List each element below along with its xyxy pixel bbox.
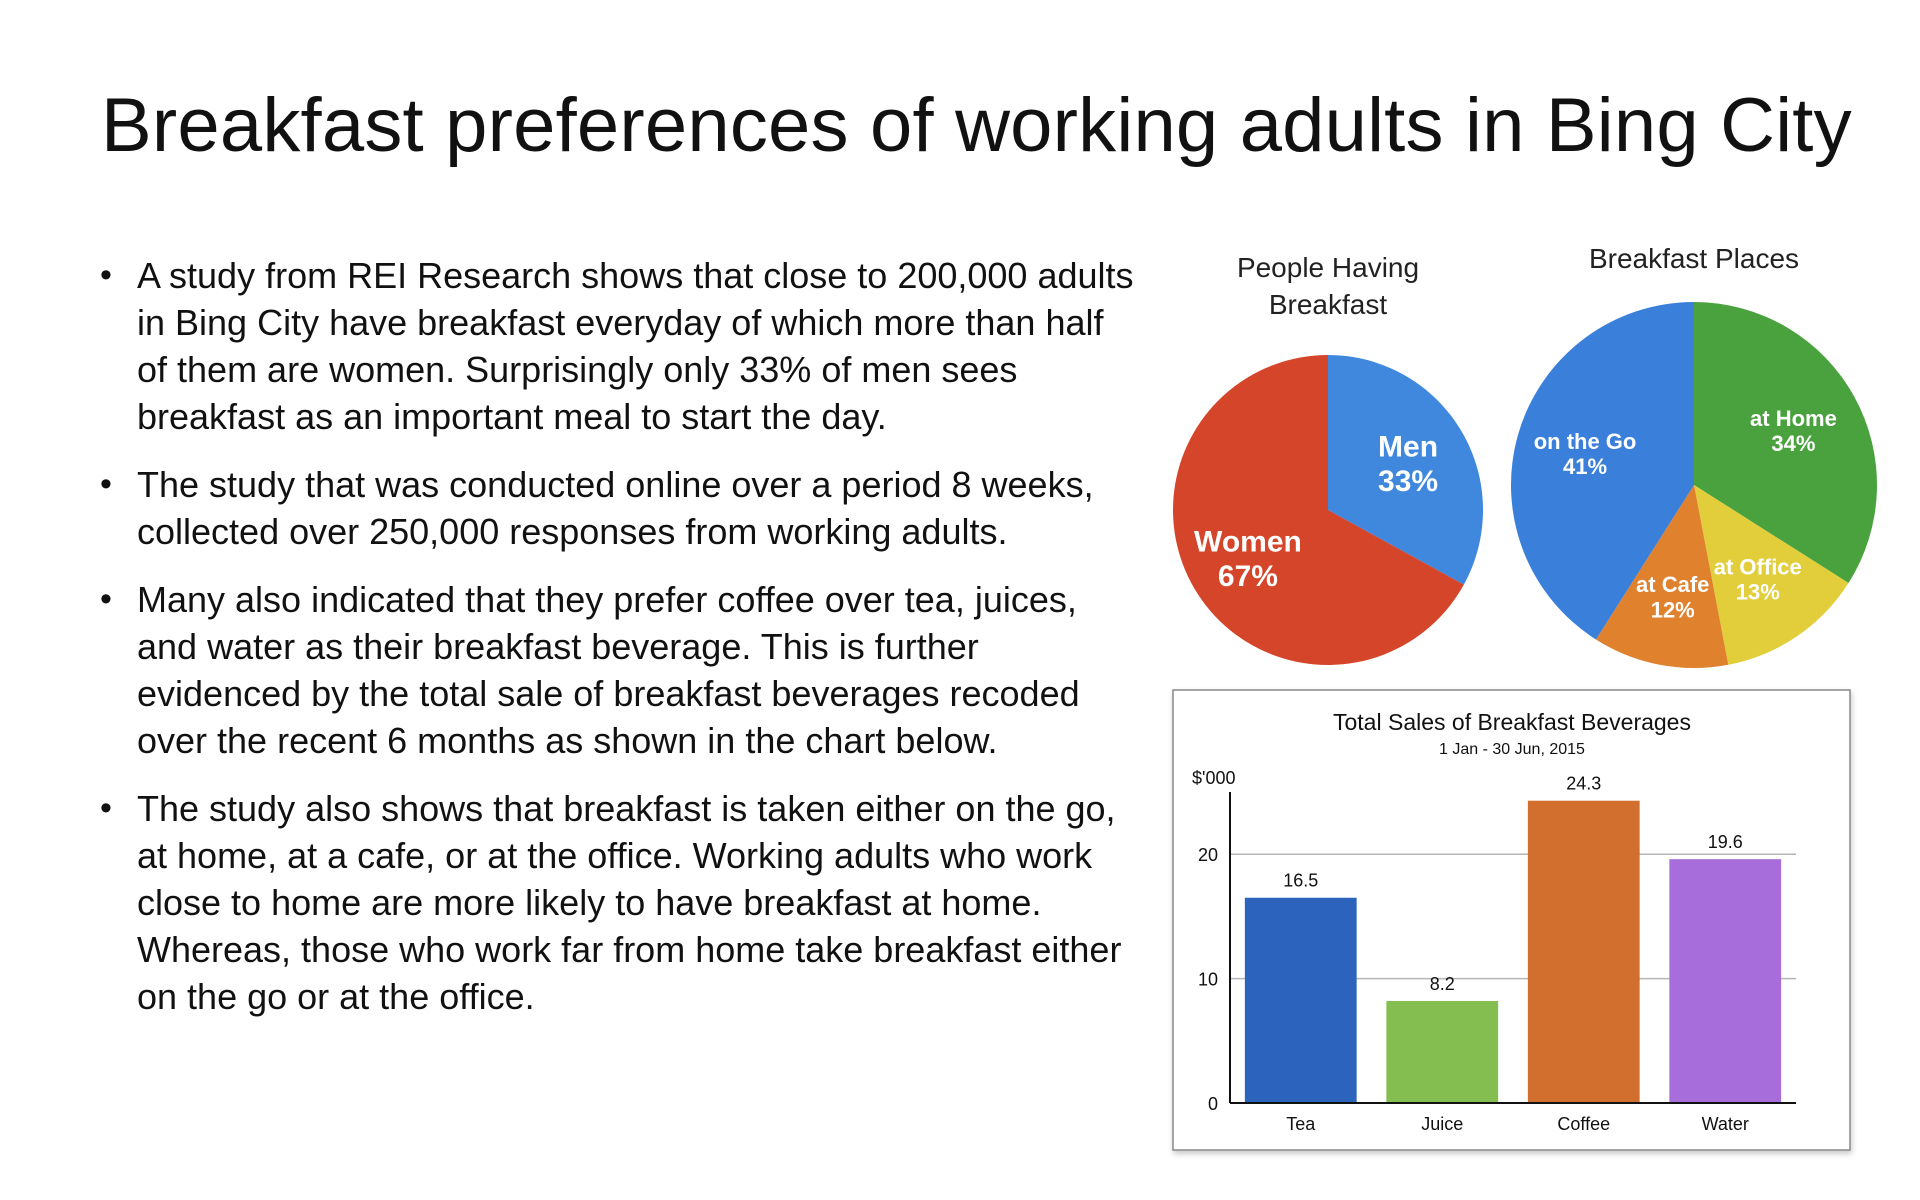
pie-label-on-the-go: on the Go [1534,429,1637,454]
bar-chart-subtitle: 1 Jan - 30 Jun, 2015 [1439,741,1585,758]
pie-label-women: Women [1194,525,1302,558]
bar-chart-beverages: Total Sales of Breakfast Beverages 1 Jan… [1172,689,1851,1151]
bullet-item-method: The study that was conducted online over… [100,461,1140,555]
bar-value-label-tea: 16.5 [1283,871,1318,891]
x-tick-label-water: Water [1702,1114,1749,1134]
bar-coffee [1527,800,1640,1103]
y-axis-unit-label: $'000 [1192,768,1235,788]
y-tick-label-10: 10 [1198,970,1218,990]
pie-value-men: 33% [1378,465,1438,498]
pie-slice-men [1328,355,1483,585]
pie-slice-women [1173,355,1464,666]
x-tick-label-tea: Tea [1286,1114,1316,1134]
bar-value-label-juice: 8.2 [1430,974,1455,994]
pie-slice-at-office [1694,485,1849,665]
y-tick-label-0: 0 [1208,1094,1218,1114]
pie-slice-on-the-go [1510,302,1694,640]
x-tick-label-coffee: Coffee [1557,1114,1610,1134]
slide-title: Breakfast preferences of working adults … [101,83,1852,168]
pie-value-at-office: 13% [1736,580,1780,605]
pie-label-at-home: at Home [1750,406,1837,431]
bar-chart-title: Total Sales of Breakfast Beverages [1333,709,1691,735]
pie-value-on-the-go: 41% [1563,454,1607,479]
pie-people-title-line-1: People Having [1237,252,1419,283]
pie-label-men: Men [1378,431,1438,464]
pie-slice-at-home [1694,302,1877,584]
pie-slice-at-cafe [1595,485,1729,668]
bullet-list: A study from REI Research shows that clo… [100,252,1140,1041]
bullet-item-beverages: Many also indicated that they prefer cof… [100,576,1140,764]
bar-water [1669,859,1782,1103]
x-tick-label-juice: Juice [1421,1114,1463,1134]
pie-label-at-cafe: at Cafe [1636,572,1709,597]
pie-value-at-cafe: 12% [1651,597,1695,622]
bullet-item-study: A study from REI Research shows that clo… [100,252,1140,440]
bar-value-label-coffee: 24.3 [1566,774,1601,794]
pie-places-title: Breakfast Places [1589,243,1799,274]
pie-label-at-office: at Office [1714,554,1802,579]
pie-value-at-home: 34% [1771,431,1815,456]
bar-tea [1244,897,1357,1103]
bar-juice [1386,1000,1499,1103]
pie-people-title-line-2: Breakfast [1269,289,1387,320]
bar-value-label-water: 19.6 [1708,832,1743,852]
y-tick-label-20: 20 [1198,845,1218,865]
bullet-item-places: The study also shows that breakfast is t… [100,785,1140,1020]
pie-value-women: 67% [1218,560,1278,593]
